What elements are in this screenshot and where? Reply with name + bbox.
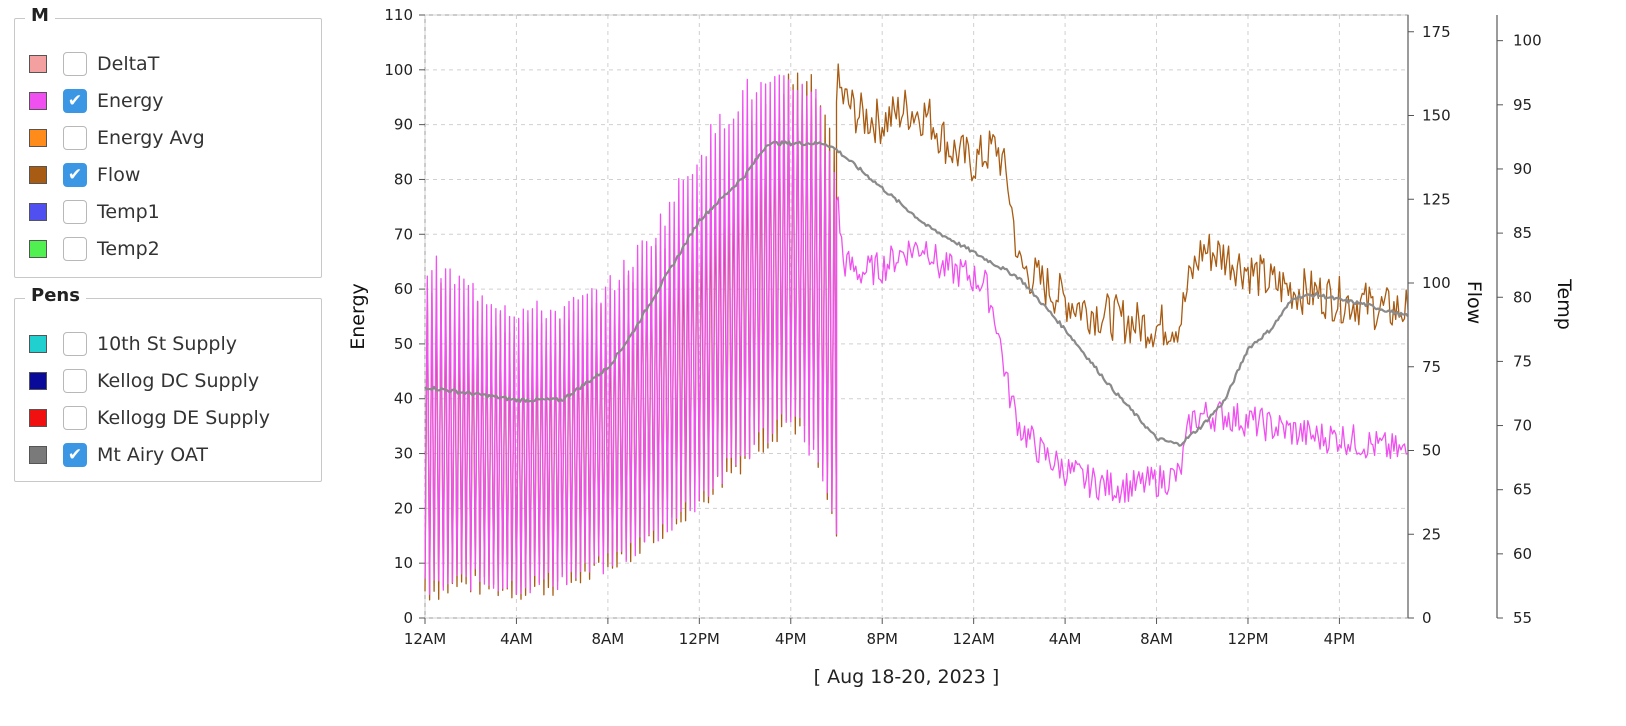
y-tick-label: 60 (394, 280, 413, 298)
legend-checkbox[interactable] (63, 406, 87, 430)
x-tick-label: 4AM (500, 630, 533, 648)
legend-item-10th-st-supply[interactable]: 10th St Supply (29, 329, 237, 359)
y-axis-title-energy: Energy (347, 283, 369, 350)
legend-checkbox[interactable] (63, 237, 87, 261)
y-tick-label: 80 (394, 170, 413, 188)
x-tick-label: 8AM (592, 630, 625, 648)
color-swatch (29, 409, 47, 427)
flow-tick-label: 25 (1422, 525, 1441, 543)
x-tick-label: 12AM (404, 630, 446, 648)
temp-tick-label: 85 (1513, 224, 1532, 242)
x-axis-date-range: [ Aug 18-20, 2023 ] (814, 666, 1000, 688)
x-tick-label: 4PM (775, 630, 807, 648)
legend-group-pens: Pens 10th St Supply Kellog DC Supply Kello… (14, 285, 322, 482)
legend-item-temp2[interactable]: Temp2 (29, 234, 160, 264)
color-swatch (29, 166, 47, 184)
legend-checkbox[interactable]: ✔ (63, 163, 87, 187)
temp-tick-label: 60 (1513, 545, 1532, 563)
series-line-mt-airy-oat (424, 140, 1409, 447)
x-tick-label: 12PM (679, 630, 720, 648)
temp-tick-label: 100 (1513, 32, 1542, 50)
legend-item-energy-avg[interactable]: Energy Avg (29, 123, 205, 153)
flow-tick-label: 125 (1422, 190, 1451, 208)
y-axis-title-flow: Flow (1463, 281, 1485, 324)
legend-label: Temp2 (97, 238, 160, 260)
color-swatch (29, 92, 47, 110)
legend-label: Energy Avg (97, 127, 205, 149)
trend-chart: 0 10 20 30 40 50 60 70 80 90 100 110 Energy 0 25 50 75 10… (347, 6, 1575, 688)
color-swatch (29, 55, 47, 73)
y-tick-label: 30 (394, 445, 413, 463)
x-tick-label: 12AM (953, 630, 995, 648)
color-swatch (29, 335, 47, 353)
x-tick-label: 4AM (1049, 630, 1082, 648)
legend-group-title: M (25, 5, 55, 26)
flow-tick-label: 0 (1422, 609, 1432, 627)
legend-label: DeltaT (97, 53, 160, 75)
y-tick-label: 70 (394, 225, 413, 243)
color-swatch (29, 203, 47, 221)
temp-tick-label: 95 (1513, 96, 1532, 114)
color-swatch (29, 240, 47, 258)
legend-item-kellog-dc-supply[interactable]: Kellog DC Supply (29, 366, 259, 396)
x-tick-label: 4PM (1324, 630, 1356, 648)
series-line-flow (424, 63, 1409, 601)
legend-checkbox[interactable] (63, 369, 87, 393)
y-tick-label: 100 (384, 61, 413, 79)
legend-group-title: Pens (25, 285, 86, 306)
legend-label: Mt Airy OAT (97, 444, 209, 466)
legend-label: 10th St Supply (97, 333, 238, 355)
legend-item-kellogg-de-supply[interactable]: Kellogg DE Supply (29, 403, 270, 433)
temp-tick-label: 75 (1513, 352, 1532, 370)
chart-grid (424, 14, 1409, 619)
legend-item-energy[interactable]: ✔ Energy (29, 86, 164, 116)
legend-checkbox[interactable]: ✔ (63, 443, 87, 467)
legend-checkbox[interactable] (63, 332, 87, 356)
legend-item-temp1[interactable]: Temp1 (29, 197, 160, 227)
legend-label: Kellog DC Supply (97, 370, 260, 392)
legend-item-deltat[interactable]: DeltaT (29, 49, 159, 79)
legend-checkbox[interactable] (63, 52, 87, 76)
series-line-energy (424, 74, 1409, 596)
y-tick-label: 20 (394, 499, 413, 517)
color-swatch (29, 129, 47, 147)
temp-tick-label: 80 (1513, 288, 1532, 306)
temp-tick-label: 90 (1513, 160, 1532, 178)
legend-label: Temp1 (97, 201, 160, 223)
y-tick-label: 90 (394, 116, 413, 134)
y-tick-label: 50 (394, 335, 413, 353)
temp-tick-label: 70 (1513, 417, 1532, 435)
x-tick-label: 12PM (1227, 630, 1268, 648)
chart-axes: 0 10 20 30 40 50 60 70 80 90 100 110 Energy 0 25 50 75 10… (347, 6, 1575, 688)
flow-tick-label: 75 (1422, 358, 1441, 376)
legend-checkbox[interactable] (63, 126, 87, 150)
color-swatch (29, 446, 47, 464)
legend-checkbox[interactable]: ✔ (63, 89, 87, 113)
y-axis-title-temp: Temp (1553, 278, 1575, 330)
legend-label: Kellogg DE Supply (97, 407, 270, 429)
y-tick-label: 10 (394, 554, 413, 572)
flow-tick-label: 150 (1422, 107, 1451, 125)
plot-area (424, 14, 1409, 619)
x-tick-label: 8AM (1140, 630, 1173, 648)
y-tick-label: 40 (394, 390, 413, 408)
temp-tick-label: 65 (1513, 481, 1532, 499)
temp-tick-label: 55 (1513, 609, 1532, 627)
flow-tick-label: 175 (1422, 23, 1451, 41)
legend-group-m: M DeltaT ✔ Energy Energy Avg ✔ Flow Temp1 Temp2 (14, 5, 322, 278)
x-tick-label: 8PM (866, 630, 898, 648)
y-tick-label: 110 (384, 6, 413, 24)
flow-tick-label: 50 (1422, 442, 1441, 460)
color-swatch (29, 372, 47, 390)
legend-checkbox[interactable] (63, 200, 87, 224)
legend-label: Energy (97, 90, 164, 112)
flow-tick-label: 100 (1422, 274, 1451, 292)
chart-series (424, 63, 1409, 601)
y-tick-label: 0 (403, 609, 413, 627)
legend-label: Flow (97, 164, 141, 186)
legend-item-flow[interactable]: ✔ Flow (29, 160, 140, 190)
legend-item-mt-airy-oat[interactable]: ✔ Mt Airy OAT (29, 440, 208, 470)
